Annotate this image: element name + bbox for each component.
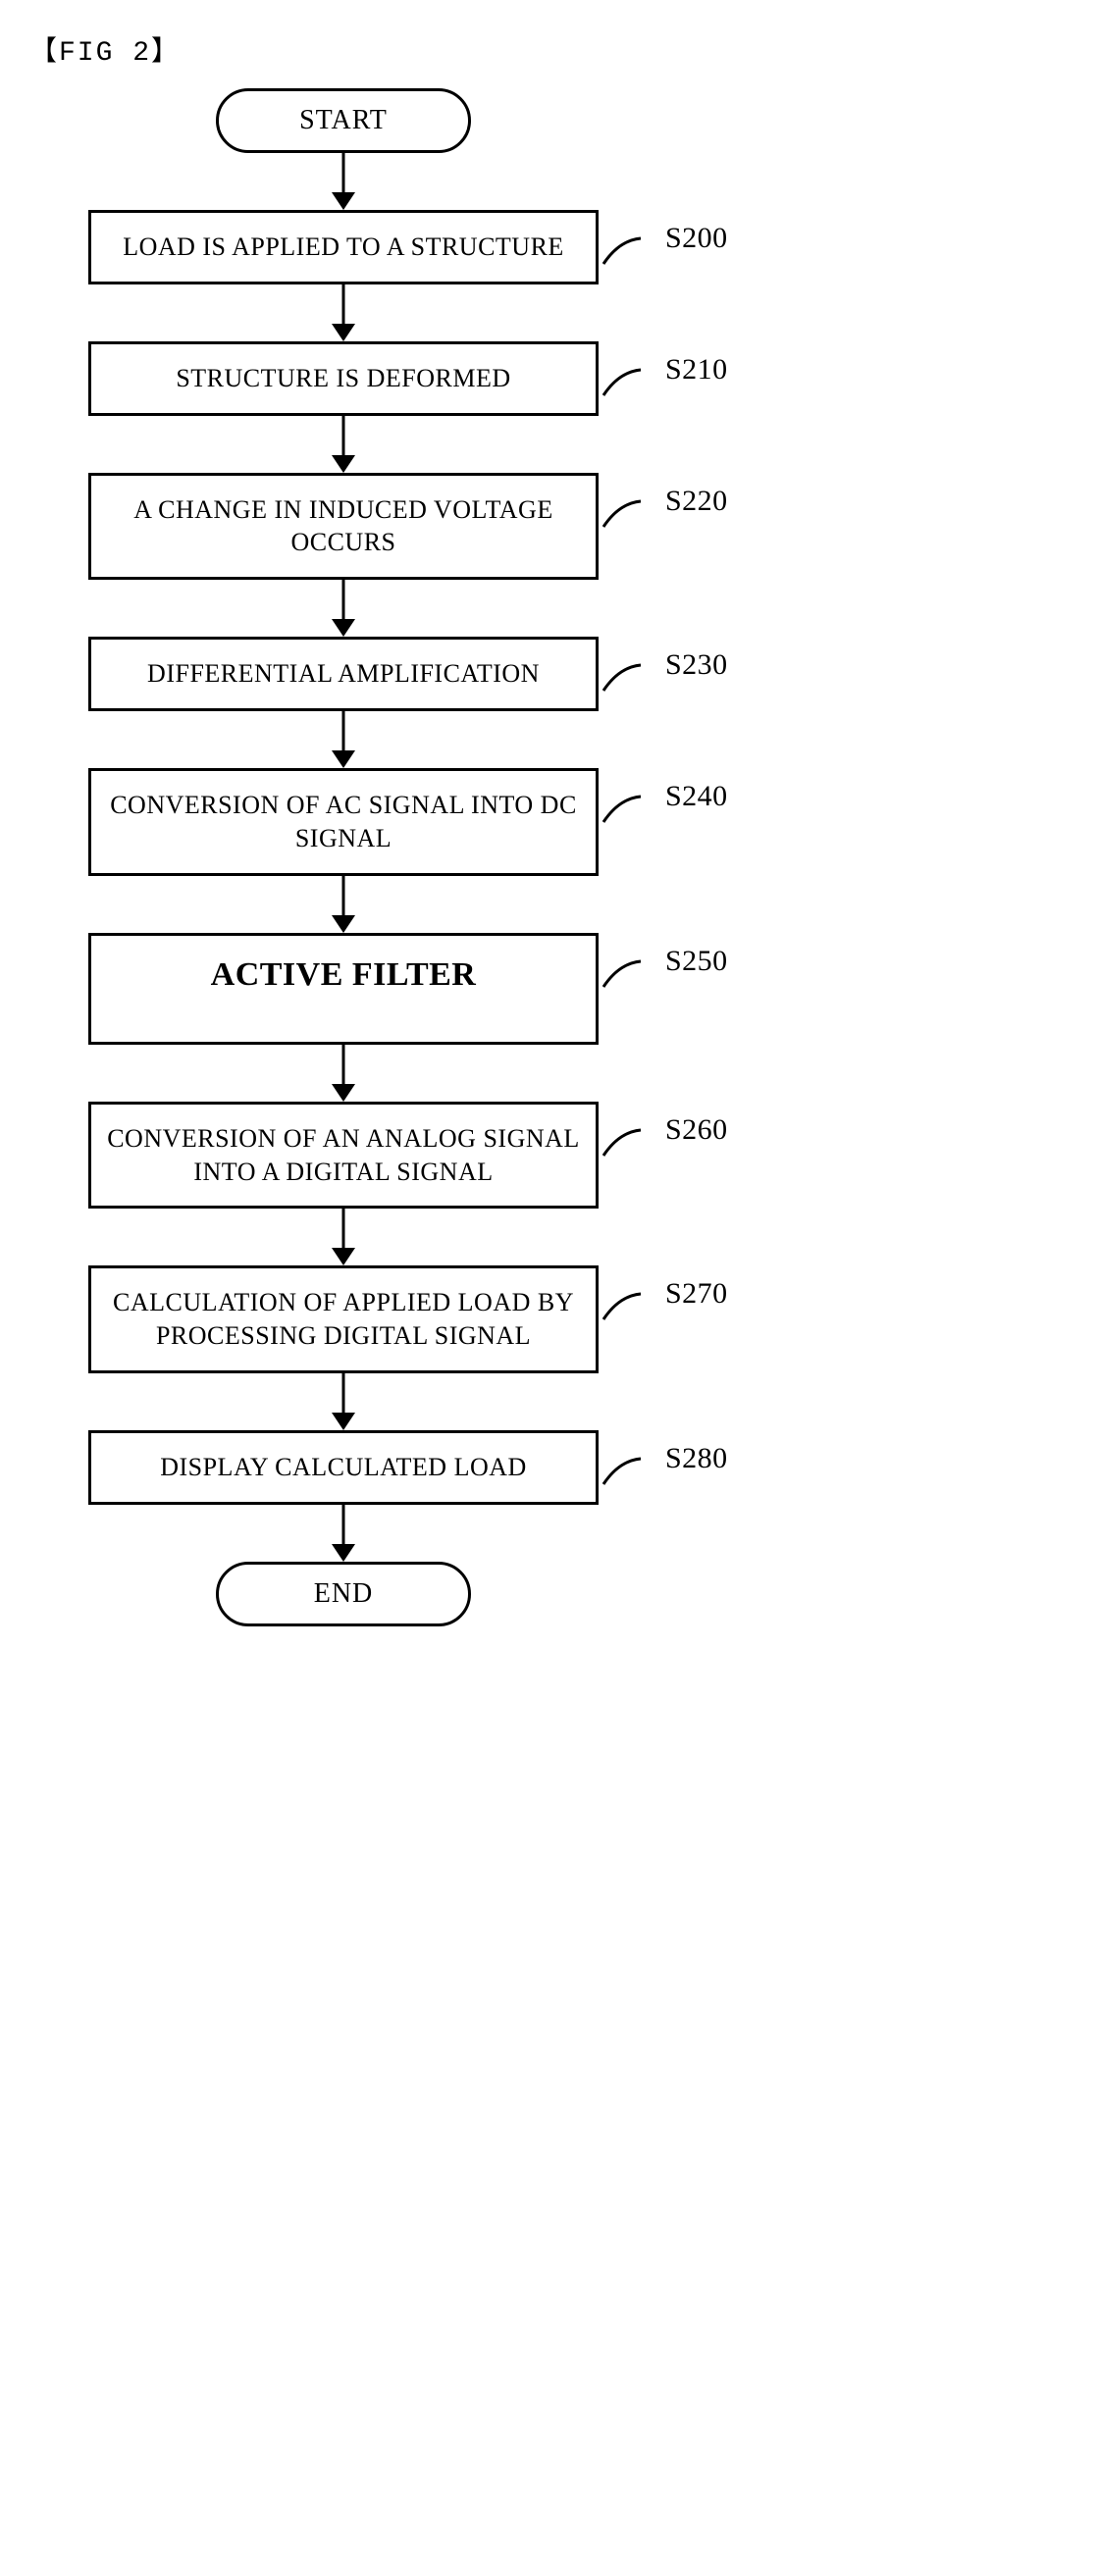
arrow-connector	[88, 1505, 599, 1562]
process-step-text: CONVERSION OF AC SIGNAL INTO DC SIGNAL	[110, 791, 577, 852]
arrow-connector	[88, 1209, 599, 1265]
process-step: LOAD IS APPLIED TO A STRUCTURES200	[88, 210, 599, 284]
step-id-label: S270	[665, 1274, 728, 1313]
process-step-text: LOAD IS APPLIED TO A STRUCTURE	[123, 232, 564, 261]
figure-label: 【FIG 2】	[29, 29, 1069, 69]
process-step: CALCULATION OF APPLIED LOAD BY PROCESSIN…	[88, 1265, 599, 1373]
arrow-connector	[88, 876, 599, 933]
process-step: DISPLAY CALCULATED LOADS280	[88, 1430, 599, 1505]
flowchart-container: START LOAD IS APPLIED TO A STRUCTURES200…	[88, 88, 775, 1626]
step-leader-line	[601, 1288, 660, 1327]
process-step-text: ACTIVE FILTER	[211, 956, 477, 993]
step-leader-line	[601, 1124, 660, 1163]
arrow-connector	[88, 580, 599, 637]
step-leader-line	[601, 1453, 660, 1492]
process-step: ACTIVE FILTERS250	[88, 933, 599, 1045]
step-id-label: S250	[665, 942, 728, 980]
step-id-label: S230	[665, 645, 728, 684]
arrow-connector	[88, 711, 599, 768]
arrow-connector	[88, 416, 599, 473]
step-id-label: S280	[665, 1439, 728, 1477]
step-leader-line	[601, 232, 660, 272]
step-leader-line	[601, 495, 660, 535]
arrow-connector	[88, 1045, 599, 1102]
process-step: A CHANGE IN INDUCED VOLTAGE OCCURSS220	[88, 473, 599, 581]
step-leader-line	[601, 364, 660, 403]
step-id-label: S260	[665, 1110, 728, 1149]
step-leader-line	[601, 659, 660, 698]
step-id-label: S210	[665, 350, 728, 388]
end-terminal: END	[216, 1562, 471, 1626]
process-step-text: DISPLAY CALCULATED LOAD	[160, 1453, 527, 1481]
arrow-connector	[88, 284, 599, 341]
process-step: CONVERSION OF AC SIGNAL INTO DC SIGNALS2…	[88, 768, 599, 876]
process-step-text: CONVERSION OF AN ANALOG SIGNAL INTO A DI…	[107, 1124, 580, 1186]
step-id-label: S200	[665, 219, 728, 257]
step-leader-line	[601, 791, 660, 830]
process-step-text: DIFFERENTIAL AMPLIFICATION	[147, 659, 540, 688]
start-terminal: START	[216, 88, 471, 153]
process-step: STRUCTURE IS DEFORMEDS210	[88, 341, 599, 416]
process-step: CONVERSION OF AN ANALOG SIGNAL INTO A DI…	[88, 1102, 599, 1210]
step-id-label: S220	[665, 482, 728, 520]
step-leader-line	[601, 955, 660, 995]
step-id-label: S240	[665, 777, 728, 815]
process-step-text: A CHANGE IN INDUCED VOLTAGE OCCURS	[133, 495, 552, 557]
process-step-text: CALCULATION OF APPLIED LOAD BY PROCESSIN…	[113, 1288, 574, 1350]
arrow-connector	[88, 1373, 599, 1430]
process-step-text: STRUCTURE IS DEFORMED	[176, 364, 510, 392]
arrow-connector	[88, 153, 599, 210]
process-step: DIFFERENTIAL AMPLIFICATIONS230	[88, 637, 599, 711]
